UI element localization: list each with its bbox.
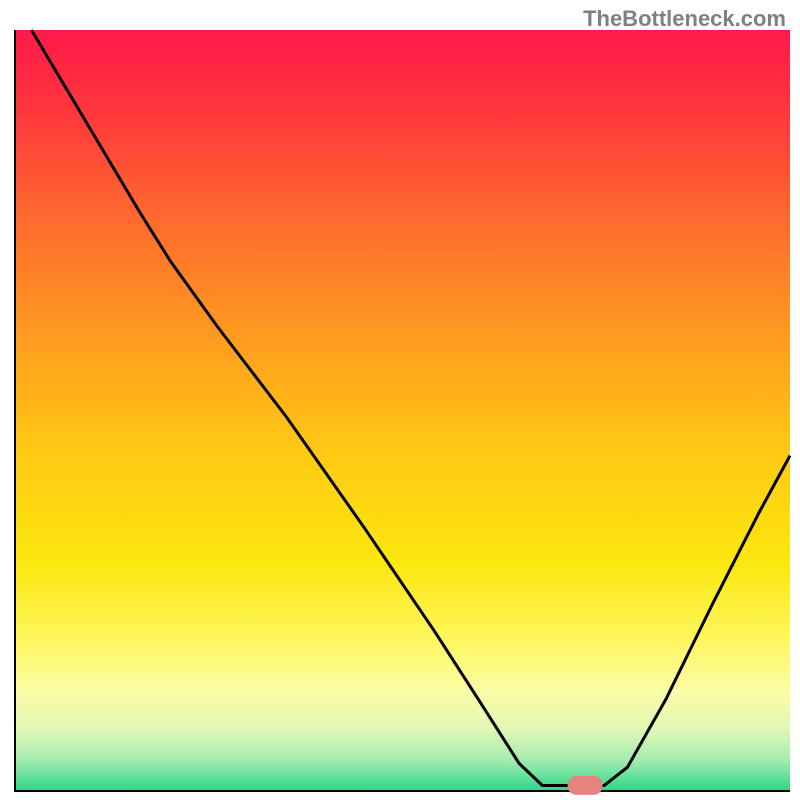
chart-container: TheBottleneck.com xyxy=(0,0,800,800)
curve-line xyxy=(31,30,790,785)
plot-area xyxy=(14,30,790,792)
optimum-marker xyxy=(567,776,602,794)
watermark-text: TheBottleneck.com xyxy=(583,6,786,32)
curve-svg xyxy=(16,30,790,790)
